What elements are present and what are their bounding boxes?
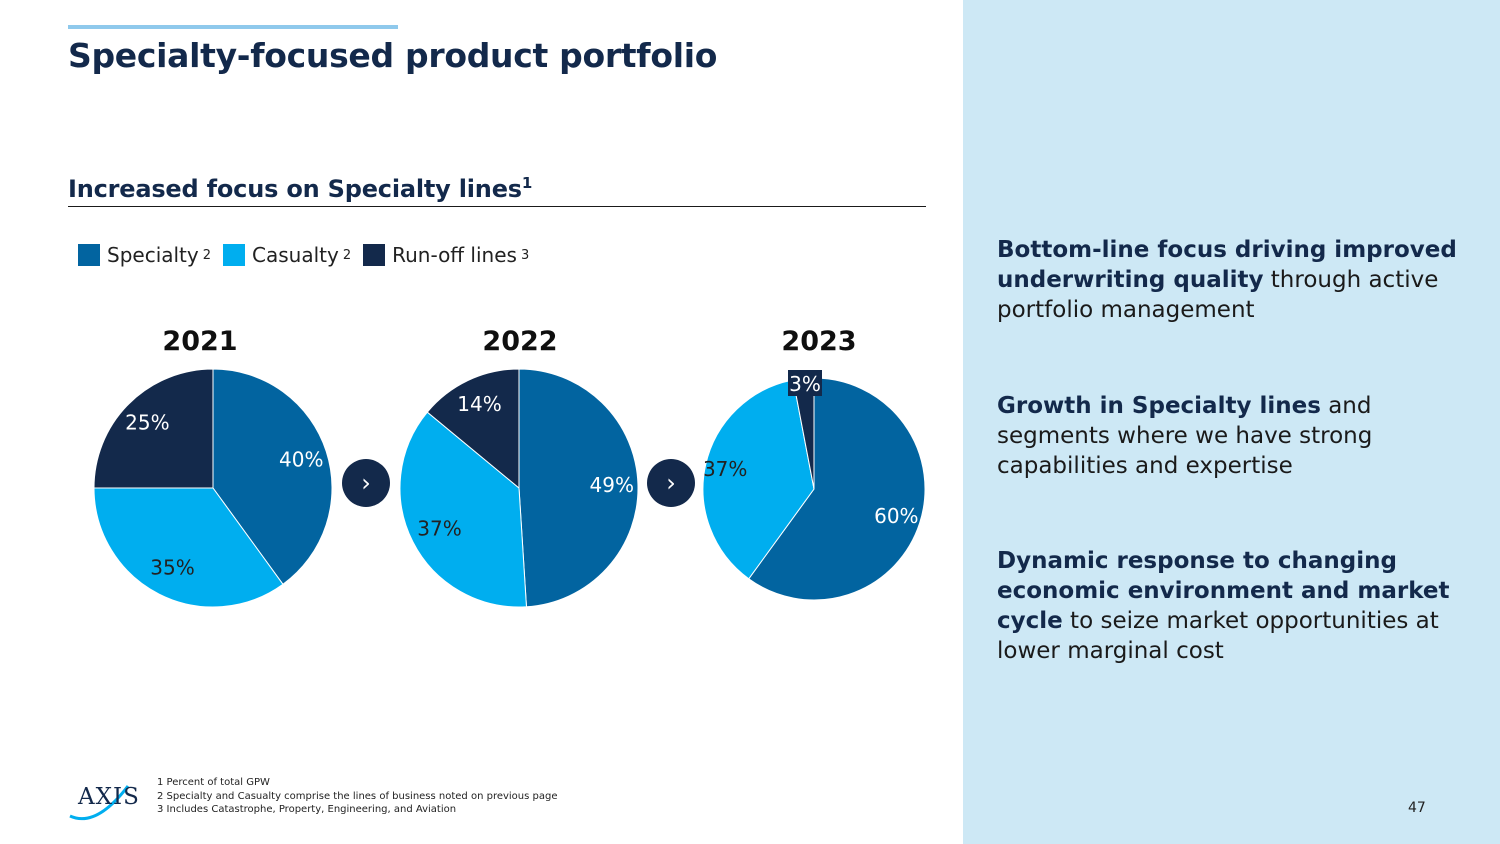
legend-swatch-casualty (223, 244, 246, 266)
pie-label-2023-specialty: 60% (874, 504, 918, 528)
legend-footnote-marker: 2 (202, 247, 212, 263)
pie-title-2022: 2022 (482, 326, 558, 357)
pie-slice-2021-specialty (212, 368, 333, 585)
key-point-bold: Dynamic response to changing economic en… (997, 548, 1450, 634)
pie-label-2021-runoff: 25% (125, 410, 169, 434)
page-title: Specialty-focused product portfolio (68, 36, 718, 75)
chevron-right-icon: › (342, 459, 390, 507)
pie-label-2022-casualty: 37% (417, 517, 461, 541)
pie-charts: 40% 35% 25% 49% 37% 14% 60% 37% 3% (93, 368, 926, 608)
pie-slice-2022-runoff (426, 368, 520, 490)
pie-label-2021-specialty: 40% (279, 447, 323, 471)
pie-label-2022-runoff: 14% (457, 392, 501, 416)
title-accent-bar (68, 25, 398, 29)
subtitle-rule (68, 206, 926, 207)
pie-title-2023: 2023 (781, 326, 857, 357)
pie-label-2023-runoff: 3% (789, 372, 821, 396)
footnote: 2 Specialty and Casualty comprise the li… (157, 790, 558, 802)
subtitle-text: Increased focus on Specialty lines (68, 175, 522, 203)
legend-footnote-marker: 3 (520, 247, 530, 263)
pie-slice-2023-casualty (702, 379, 815, 580)
pie-label-background (788, 370, 822, 396)
chart-legend: Specialty 2 Casualty 2 Run-off lines 3 (78, 243, 541, 267)
pie-title-2021: 2021 (162, 326, 238, 357)
legend-item-specialty: Specialty 2 (78, 243, 211, 267)
page-number: 47 (1408, 800, 1426, 816)
legend-item-casualty: Casualty 2 (223, 243, 351, 267)
legend-label: Run-off lines (392, 243, 517, 267)
legend-swatch-runoff (363, 244, 386, 266)
footnotes: 1 Percent of total GPW 2 Specialty and C… (157, 776, 558, 817)
pie-slice-2022-casualty (399, 411, 528, 608)
key-point-bold: Bottom-line focus driving improved under… (997, 237, 1457, 293)
footnote: 1 Percent of total GPW (157, 777, 270, 788)
key-point-text: to seize market opportunities at lower m… (997, 608, 1439, 664)
section-subtitle: Increased focus on Specialty lines1 (68, 174, 532, 203)
pie-label-2021-casualty: 35% (150, 556, 194, 580)
key-point-1: Bottom-line focus driving improved under… (997, 235, 1467, 325)
key-point-text: through active portfolio management (997, 267, 1439, 323)
pie-label-2022-specialty: 49% (590, 473, 634, 497)
key-point-text: and segments where we have strong capabi… (997, 393, 1373, 479)
axis-logo: AXIS (66, 776, 146, 830)
pie-label-2023-casualty: 37% (703, 457, 747, 481)
subtitle-footnote-marker: 1 (521, 174, 533, 192)
key-point-2: Growth in Specialty lines and segments w… (997, 391, 1467, 481)
logo-text: AXIS (78, 784, 140, 810)
legend-item-runoff: Run-off lines 3 (363, 243, 529, 267)
pie-slice-2023-specialty (748, 377, 926, 601)
legend-swatch-specialty (78, 244, 100, 266)
pie-slice-2022-specialty (518, 368, 639, 608)
pie-slice-2021-runoff (93, 368, 214, 489)
footnote: 3 Includes Catastrophe, Property, Engine… (157, 804, 457, 815)
key-point-3: Dynamic response to changing economic en… (997, 546, 1467, 666)
chevron-right-icon: › (647, 459, 695, 507)
legend-label: Specialty (107, 243, 199, 267)
key-point-bold: Growth in Specialty lines (997, 393, 1321, 419)
legend-label: Casualty (252, 243, 339, 267)
key-points-panel (963, 0, 1500, 844)
legend-footnote-marker: 2 (342, 247, 352, 263)
pie-slice-2021-casualty (93, 487, 284, 608)
logo-swoosh-icon (69, 785, 130, 821)
